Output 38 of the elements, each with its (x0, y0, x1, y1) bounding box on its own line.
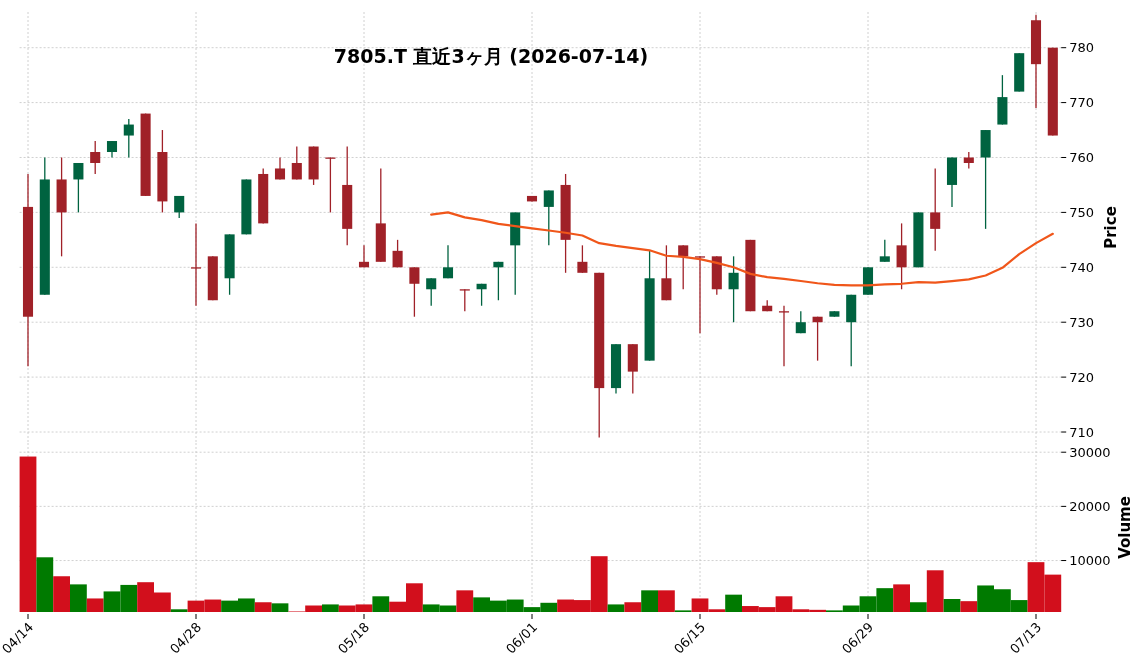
candlestick (190, 222, 202, 307)
y-tick-label: 730 (1069, 314, 1095, 330)
candlestick (678, 244, 689, 290)
candlestick (661, 244, 672, 301)
candlestick (90, 140, 101, 175)
candlestick (543, 189, 554, 246)
y-tick-label: 740 (1069, 259, 1095, 275)
candlestick (73, 162, 84, 214)
candlestick (879, 239, 890, 263)
y-axis-title: Volume (1116, 496, 1134, 559)
y-axis-title: Price (1102, 206, 1120, 249)
y-tick-label: 720 (1069, 369, 1095, 385)
candlestick (694, 255, 706, 334)
candlestick (728, 255, 739, 323)
y-tick-label: 760 (1069, 150, 1095, 166)
y-tick-label: 10000 (1069, 553, 1111, 569)
candlestick (812, 316, 823, 362)
y-tick-label: 780 (1069, 40, 1095, 56)
candlestick (426, 277, 437, 307)
y-tick-label: 710 (1069, 424, 1095, 440)
candlestick (409, 266, 420, 318)
candlestick (291, 145, 302, 181)
text: 7805.T 直近3ヶ月 (2026-07-14) (333, 45, 649, 67)
candlestick (459, 288, 470, 312)
y-tick-label: 30000 (1069, 444, 1111, 460)
candlestick (896, 222, 907, 290)
candlestick (392, 239, 403, 268)
line-series (430, 211, 1054, 287)
candlestick (493, 261, 504, 301)
candlestick (577, 244, 588, 274)
y-tick-label: 20000 (1069, 498, 1111, 514)
y-tick-label: 770 (1069, 95, 1095, 111)
y-tick-label: 750 (1069, 204, 1095, 220)
candlestick (442, 244, 454, 279)
candlestick (778, 305, 790, 367)
candlestick (930, 167, 941, 252)
candlestick (325, 156, 336, 214)
candlestick (123, 118, 134, 159)
